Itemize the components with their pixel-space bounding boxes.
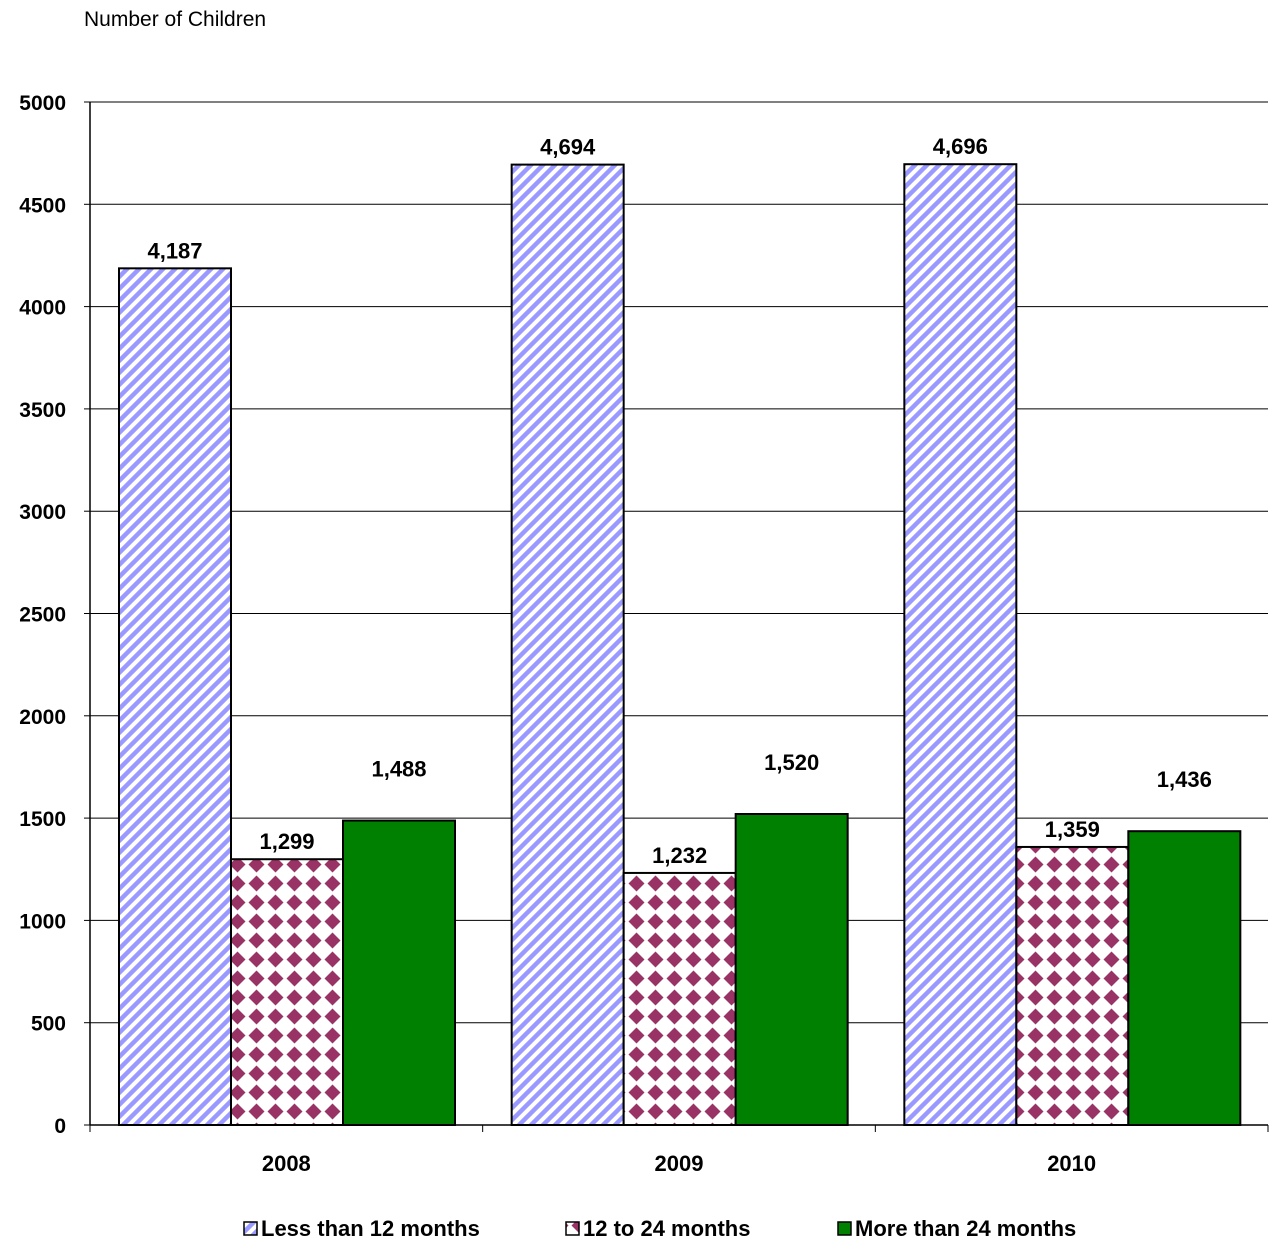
y-axis-ticks: 0 500 1000 1500 2000 2500 3000 3500 4000 4500 5000 (19, 92, 90, 1138)
data-label: 4,187 (147, 238, 202, 263)
x-tick-label: 2009 (655, 1151, 704, 1176)
legend-swatch (837, 1221, 852, 1236)
y-tick-label: 0 (54, 1115, 66, 1138)
data-labels: 4,187 1,299 1,488 4,694 1,232 1,520 4,696 1,359… (147, 134, 1211, 868)
y-tick-label: 500 (31, 1013, 66, 1036)
y-tick-label: 5000 (19, 92, 66, 115)
bars (118, 163, 1242, 1127)
data-label: 1,488 (371, 757, 426, 782)
y-tick-label: 2000 (19, 706, 66, 729)
legend-label: 12 to 24 months (583, 1216, 750, 1241)
x-tick-label: 2010 (1047, 1151, 1096, 1176)
bar (118, 267, 232, 1127)
y-axis-label: Number of Children (84, 8, 266, 31)
bar (734, 813, 849, 1126)
y-tick-label: 4500 (19, 194, 66, 217)
y-tick-label: 4000 (19, 297, 66, 320)
bar (903, 163, 1018, 1126)
legend-swatch (243, 1221, 258, 1236)
y-tick-label: 3000 (19, 501, 66, 524)
legend-label: Less than 12 months (261, 1216, 480, 1241)
bar (230, 858, 344, 1126)
bar (342, 819, 456, 1126)
x-axis-ticks: 2008 2009 2010 (89, 1125, 1269, 1176)
legend-label: More than 24 months (855, 1216, 1076, 1241)
bar (510, 163, 625, 1126)
legend: Less than 12 months 12 to 24 months More t… (243, 1216, 1076, 1241)
data-label: 1,359 (1045, 817, 1100, 842)
data-label: 4,694 (540, 135, 596, 160)
x-tick-label: 2008 (262, 1151, 311, 1176)
data-label: 1,436 (1157, 767, 1212, 792)
data-label: 4,696 (933, 134, 988, 159)
data-label: 1,232 (652, 843, 707, 868)
bar (622, 871, 737, 1126)
bar (1015, 845, 1130, 1126)
data-label: 1,299 (259, 829, 314, 854)
bar (1127, 830, 1242, 1126)
y-tick-label: 2500 (19, 604, 66, 627)
data-label: 1,520 (764, 750, 819, 775)
axes (89, 102, 1268, 1126)
y-tick-label: 1000 (19, 910, 66, 933)
y-tick-label: 3500 (19, 399, 66, 422)
legend-swatch (565, 1221, 580, 1236)
y-tick-label: 1500 (19, 808, 66, 831)
